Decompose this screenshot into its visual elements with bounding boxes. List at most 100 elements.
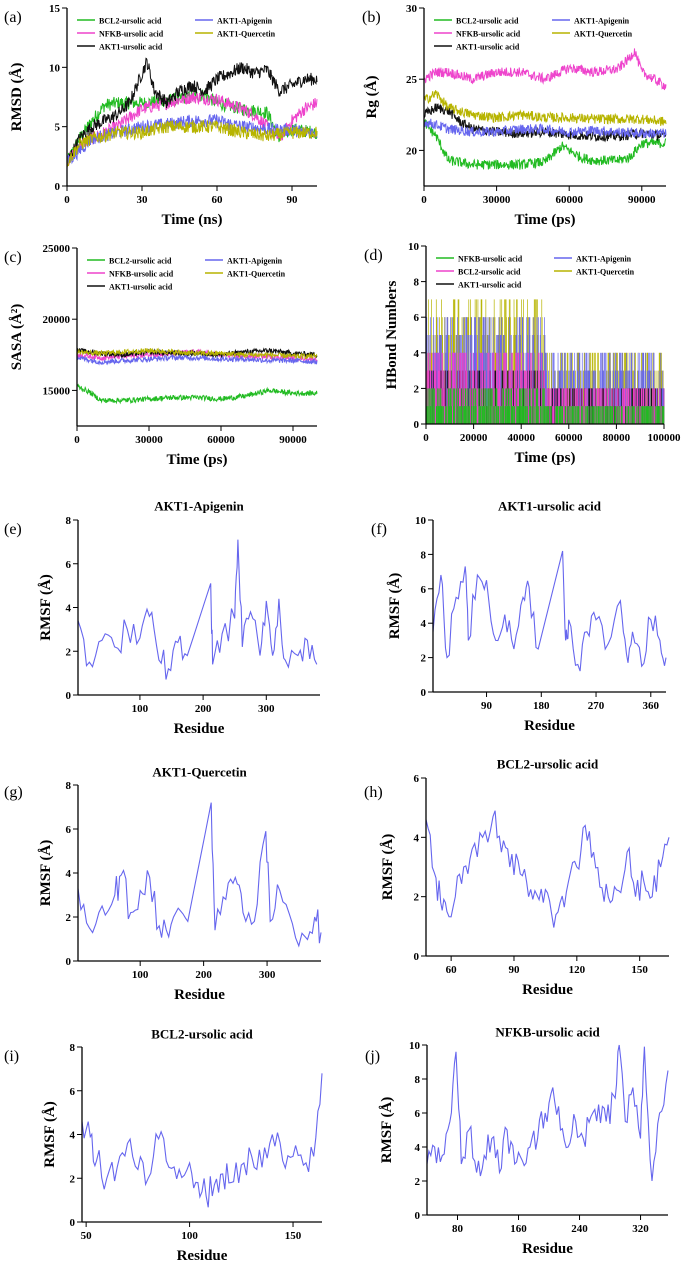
hbond-bar — [512, 406, 513, 424]
legend: BCL2-ursolic acid NFKB-ursolic acid AKT1-u… — [77, 17, 276, 52]
hbond-bar — [482, 388, 484, 424]
hbond-bar — [585, 406, 586, 424]
hbond-bar — [479, 370, 480, 424]
hbond-bar — [580, 370, 581, 424]
hbond-bar — [525, 406, 526, 424]
hbond-bar — [481, 388, 482, 424]
hbond-bar — [656, 406, 657, 424]
hbond-bar — [619, 406, 621, 424]
hbond-bar — [527, 370, 529, 424]
hbond-bar — [441, 317, 443, 424]
hbond-bar — [526, 388, 528, 424]
hbond-bar — [497, 406, 499, 424]
x-tick-label: 90 — [508, 964, 520, 976]
hbond-bar — [637, 352, 639, 424]
hbond-bar — [564, 352, 566, 424]
hbond-bar — [456, 370, 458, 424]
hbond-bar — [524, 370, 526, 424]
hbond-bar — [652, 388, 653, 424]
hbond-bar — [642, 352, 643, 424]
hbond-bar — [506, 406, 508, 424]
hbond-bar — [569, 352, 571, 424]
hbond-bar — [529, 388, 530, 424]
hbond-bar — [641, 388, 643, 424]
hbond-bar — [630, 388, 631, 424]
hbond-bar — [460, 406, 461, 424]
hbond-bar — [548, 406, 549, 424]
hbond-bar — [661, 406, 662, 424]
hbond-bar — [451, 317, 453, 424]
hbond-bar — [587, 370, 589, 424]
hbond-bar — [559, 406, 560, 424]
hbond-bar — [514, 406, 516, 424]
hbond-bar — [458, 388, 460, 424]
x-tick-label: 360 — [643, 700, 660, 712]
hbond-bar — [543, 388, 545, 424]
hbond-bar — [444, 388, 445, 424]
hbond-bar — [517, 406, 518, 424]
hbond-bar — [545, 370, 546, 424]
y-tick-label: 15 — [49, 3, 61, 15]
hbond-bar — [657, 370, 659, 424]
hbond-bar — [526, 406, 528, 424]
hbond-bar — [484, 370, 486, 424]
panel-j: (j) NFKB-ursolic acid 0 2 4 6 8 10 80 160 240 320 Re… — [365, 1025, 669, 1257]
y-tick-label: 2 — [415, 1176, 421, 1188]
hbond-bar — [426, 406, 428, 424]
y-tick-label: 8 — [66, 515, 72, 527]
hbond-bar — [658, 406, 660, 424]
hbond-bar — [598, 388, 600, 424]
hbond-bar — [650, 406, 652, 424]
hbond-bar — [590, 406, 591, 424]
hbond-bar — [505, 352, 507, 424]
hbond-bar — [644, 370, 646, 424]
hbond-bar — [439, 388, 441, 424]
hbond-bar — [497, 335, 498, 424]
hbond-bar — [530, 352, 532, 424]
hbond-bar — [629, 406, 631, 424]
hbond-bar — [577, 406, 579, 424]
hbond-bar — [594, 406, 596, 424]
hbond-bar — [600, 406, 602, 424]
hbond-bar — [534, 299, 536, 424]
hbond-bar — [607, 370, 609, 424]
x-tick-label: 300 — [258, 703, 275, 715]
hbond-bar — [558, 406, 560, 424]
hbond-bar — [441, 352, 443, 424]
hbond-bar — [662, 406, 664, 424]
hbond-bar — [525, 370, 526, 424]
hbond-bar — [437, 317, 439, 424]
x-axis-label: Residue — [524, 718, 575, 734]
hbond-bar — [616, 406, 618, 424]
hbond-bar — [505, 406, 507, 424]
plot-area — [76, 347, 318, 405]
panel-label: (j) — [365, 1048, 380, 1065]
hbond-bar — [536, 388, 537, 424]
hbond-bar — [459, 370, 461, 424]
hbond-bar — [577, 388, 579, 424]
y-axis-label: Rg (Å) — [364, 76, 380, 119]
hbond-bar — [432, 388, 434, 424]
hbond-bar — [638, 406, 640, 424]
hbond-bar — [451, 352, 453, 424]
hbond-bar — [477, 388, 479, 424]
hbond-bar — [644, 406, 645, 424]
hbond-bar — [428, 370, 430, 424]
hbond-bar — [584, 406, 586, 424]
y-axis-label: RMSF (Å) — [38, 574, 54, 641]
hbond-bar — [427, 299, 429, 424]
hbond-bar — [431, 370, 433, 424]
x-tick-label: 0 — [423, 432, 429, 444]
hbond-bar — [640, 370, 642, 424]
hbond-bar — [470, 406, 472, 424]
hbond-bar — [437, 388, 439, 424]
hbond-bar — [454, 406, 455, 424]
hbond-bar — [583, 406, 585, 424]
hbond-bar — [472, 370, 473, 424]
hbond-bar — [528, 406, 530, 424]
hbond-bar — [615, 406, 617, 424]
hbond-bar — [646, 406, 647, 424]
hbond-bar — [474, 406, 476, 424]
hbond-bar — [597, 406, 599, 424]
hbond-bar — [630, 370, 632, 424]
